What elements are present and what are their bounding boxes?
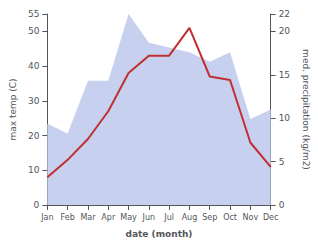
svg-text:Jul: Jul	[163, 213, 174, 222]
svg-text:Sep: Sep	[202, 213, 217, 222]
svg-text:40: 40	[28, 61, 40, 71]
svg-text:0: 0	[279, 200, 285, 210]
svg-text:May: May	[120, 213, 137, 222]
svg-text:Dec: Dec	[263, 213, 278, 222]
svg-text:date (month): date (month)	[126, 229, 193, 239]
svg-text:20: 20	[28, 131, 40, 141]
svg-text:med. precipitation (kg/m2): med. precipitation (kg/m2)	[301, 49, 311, 170]
svg-text:5: 5	[279, 157, 285, 167]
svg-text:20: 20	[279, 26, 291, 36]
svg-text:max temp (C): max temp (C)	[8, 78, 18, 140]
svg-text:55: 55	[28, 9, 39, 19]
svg-text:15: 15	[279, 70, 290, 80]
svg-text:Jun: Jun	[142, 213, 156, 222]
svg-text:Mar: Mar	[80, 213, 96, 222]
svg-text:30: 30	[28, 96, 40, 106]
svg-text:10: 10	[279, 113, 291, 123]
svg-text:10: 10	[28, 165, 40, 175]
svg-text:0: 0	[34, 200, 40, 210]
svg-text:Jan: Jan	[40, 213, 53, 222]
svg-text:50: 50	[28, 26, 40, 36]
svg-text:22: 22	[279, 9, 290, 19]
svg-text:Nov: Nov	[243, 213, 259, 222]
svg-text:Aug: Aug	[182, 213, 198, 222]
svg-text:Apr: Apr	[101, 213, 116, 222]
svg-text:Feb: Feb	[61, 213, 75, 222]
svg-text:Oct: Oct	[223, 213, 237, 222]
